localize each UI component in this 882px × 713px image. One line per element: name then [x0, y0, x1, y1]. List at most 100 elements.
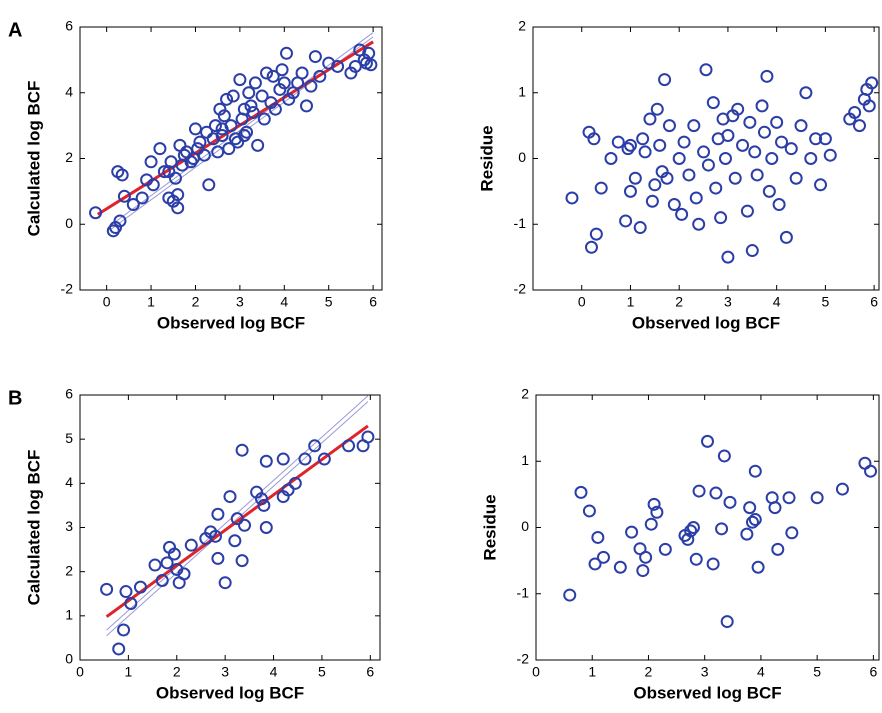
- x-tick-label: 4: [280, 294, 288, 310]
- data-point: [697, 145, 711, 159]
- data-point: [594, 181, 608, 195]
- data-point: [171, 188, 185, 202]
- data-point: [613, 560, 627, 574]
- data-point: [276, 452, 290, 466]
- data-point: [804, 152, 818, 165]
- data-point: [233, 73, 247, 87]
- data-point: [300, 99, 313, 113]
- data-point: [208, 529, 222, 543]
- data-point: [653, 138, 667, 152]
- data-point: [779, 230, 793, 244]
- data-point: [717, 449, 731, 463]
- x-tick-label: 6: [870, 294, 878, 310]
- data-point: [648, 178, 662, 192]
- data-point: [167, 547, 181, 561]
- data-point: [565, 191, 579, 205]
- data-point: [308, 439, 322, 453]
- y-tick-label: -1: [517, 584, 530, 600]
- data-point: [584, 240, 598, 254]
- data-point: [701, 158, 715, 172]
- y-axis-label: Calculated log BCF: [24, 81, 43, 237]
- data-point: [217, 109, 231, 123]
- data-point: [288, 476, 302, 490]
- data-point: [238, 518, 252, 532]
- data-point: [226, 89, 240, 103]
- data-point: [228, 534, 242, 548]
- y-tick-label: 2: [521, 386, 529, 402]
- data-point: [684, 524, 698, 538]
- x-tick-label: 3: [236, 294, 244, 310]
- y-tick-label: 4: [65, 474, 73, 490]
- fit-line: [106, 401, 369, 637]
- x-tick-label: 4: [773, 294, 781, 310]
- y-axis-label: Calculated log BCF: [24, 450, 43, 606]
- data-point: [211, 551, 225, 565]
- y-tick-label: 0: [521, 518, 529, 534]
- data-point: [117, 189, 131, 203]
- data-point: [248, 76, 262, 90]
- data-point: [701, 434, 714, 448]
- data-point: [124, 596, 138, 610]
- data-point: [823, 148, 837, 162]
- x-tick-label: 5: [318, 664, 326, 680]
- data-point: [650, 505, 664, 519]
- data-point: [625, 525, 639, 539]
- data-point: [745, 244, 759, 258]
- data-point: [242, 86, 256, 100]
- x-tick-label: 5: [325, 294, 333, 310]
- data-point: [604, 152, 618, 165]
- data-point: [112, 642, 126, 656]
- data-point: [853, 119, 867, 133]
- data-point: [281, 483, 295, 497]
- data-point: [718, 152, 732, 165]
- data-point: [689, 191, 703, 205]
- y-tick-label: -2: [514, 281, 527, 297]
- data-point: [689, 552, 703, 566]
- y-tick-label: 2: [65, 562, 73, 578]
- y-tick-label: -2: [517, 651, 530, 667]
- y-tick-label: 5: [65, 430, 73, 446]
- data-point: [208, 119, 222, 133]
- data-point: [115, 168, 129, 182]
- data-point: [772, 198, 786, 212]
- data-point: [563, 588, 577, 602]
- x-tick-label: 5: [821, 294, 829, 310]
- data-point: [160, 556, 174, 570]
- data-point: [211, 145, 225, 159]
- data-point: [298, 452, 312, 466]
- data-point: [295, 66, 309, 80]
- data-point: [146, 178, 160, 192]
- y-tick-label: 1: [65, 607, 73, 623]
- data-point: [260, 66, 274, 80]
- data-point: [794, 119, 808, 133]
- data-point: [218, 576, 232, 590]
- data-point: [818, 132, 832, 146]
- data-point: [211, 507, 225, 521]
- data-point: [582, 504, 596, 518]
- data-point: [235, 443, 249, 457]
- data-point: [623, 138, 637, 152]
- data-point: [162, 165, 176, 179]
- x-tick-label: 3: [724, 294, 732, 310]
- data-point: [686, 521, 700, 534]
- data-point: [313, 69, 327, 83]
- data-point: [775, 135, 789, 149]
- data-point: [667, 198, 681, 212]
- data-point: [621, 142, 635, 156]
- data-point: [658, 73, 672, 87]
- data-point: [682, 168, 696, 182]
- data-point: [200, 125, 214, 139]
- data-point: [191, 142, 205, 156]
- data-point: [251, 138, 265, 152]
- data-point: [645, 194, 659, 208]
- data-point: [619, 214, 633, 228]
- x-tick-label: 2: [173, 664, 181, 680]
- x-tick-label: 2: [645, 664, 653, 680]
- data-point: [591, 530, 605, 544]
- data-point: [835, 482, 849, 496]
- data-point: [755, 99, 769, 113]
- data-point: [638, 145, 652, 159]
- data-point: [231, 135, 245, 149]
- data-point: [223, 490, 237, 504]
